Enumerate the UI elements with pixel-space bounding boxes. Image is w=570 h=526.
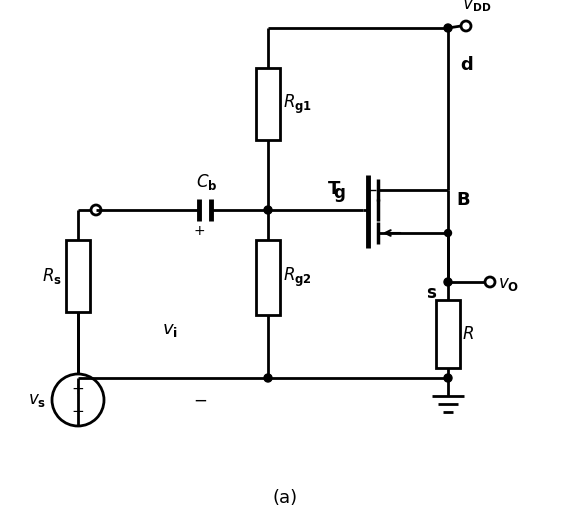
Text: $R_{\mathbf{g2}}$: $R_{\mathbf{g2}}$ xyxy=(283,266,312,289)
Text: $v_{\mathbf{O}}$: $v_{\mathbf{O}}$ xyxy=(498,275,519,293)
Text: B: B xyxy=(456,191,470,209)
Text: $V_{\mathbf{DD}}$: $V_{\mathbf{DD}}$ xyxy=(462,0,491,14)
Circle shape xyxy=(444,24,452,32)
Circle shape xyxy=(444,374,452,382)
Bar xyxy=(256,240,280,315)
Text: −: − xyxy=(193,392,207,410)
Text: −: − xyxy=(72,404,84,420)
Text: $R_{\mathbf{g1}}$: $R_{\mathbf{g1}}$ xyxy=(283,93,312,116)
Text: d: d xyxy=(460,56,473,74)
Bar xyxy=(256,68,280,140)
Text: +: + xyxy=(193,224,205,238)
Text: $R_{\mathbf{s}}$: $R_{\mathbf{s}}$ xyxy=(42,266,62,286)
Text: T: T xyxy=(328,180,340,198)
Text: (a): (a) xyxy=(272,489,298,507)
Circle shape xyxy=(264,206,272,214)
Bar xyxy=(436,300,460,368)
Circle shape xyxy=(264,374,272,382)
Circle shape xyxy=(445,229,451,237)
Text: $v_{\mathbf{i}}$: $v_{\mathbf{i}}$ xyxy=(162,321,178,339)
Text: g: g xyxy=(333,184,345,202)
Text: $R$: $R$ xyxy=(462,325,474,343)
Bar xyxy=(66,240,90,312)
Text: +: + xyxy=(72,382,84,398)
Text: s: s xyxy=(426,284,436,302)
Text: $v_{\mathbf{s}}$: $v_{\mathbf{s}}$ xyxy=(28,391,46,409)
Text: $C_{\mathbf{b}}$: $C_{\mathbf{b}}$ xyxy=(196,172,218,192)
Circle shape xyxy=(444,278,452,286)
